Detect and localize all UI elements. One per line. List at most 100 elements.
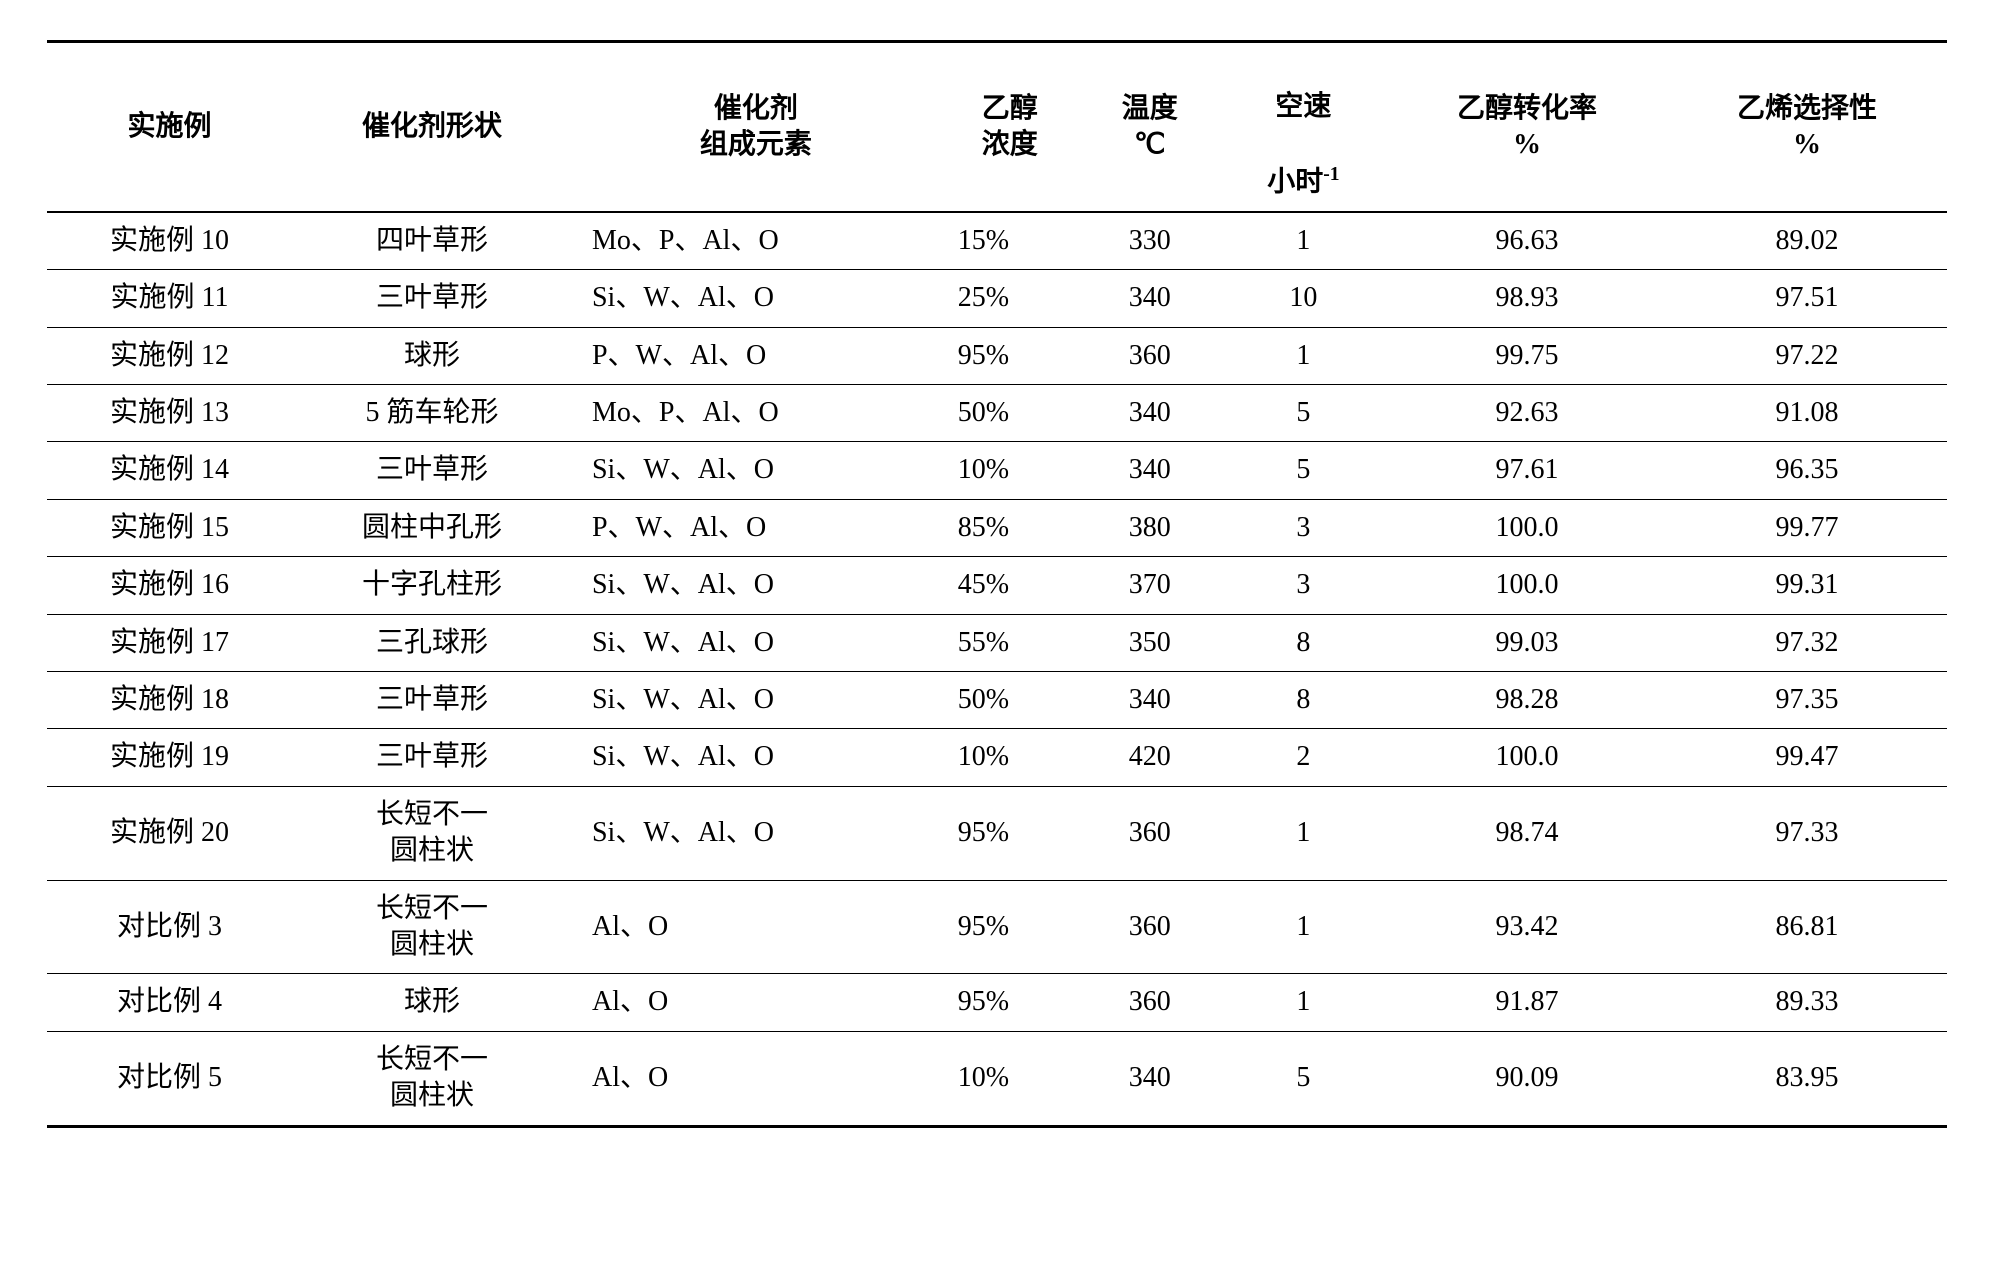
table-row: 实施例 20长短不一 圆柱状Si、W、Al、O95%360198.7497.33 [47,786,1947,880]
cell-shape: 球形 [292,974,572,1031]
table-row: 实施例 14三叶草形Si、W、Al、O10%340597.6196.35 [47,442,1947,499]
table-body: 实施例 10四叶草形Mo、P、Al、O15%330196.6389.02实施例 … [47,212,1947,1126]
table-row: 实施例 19三叶草形Si、W、Al、O10%4202100.099.47 [47,729,1947,786]
cell-temp: 330 [1080,212,1220,270]
cell-sv: 2 [1220,729,1387,786]
col-header-shape: 催化剂形状 [292,42,572,212]
cell-composition: Al、O [572,880,940,974]
table-row: 对比例 5长短不一 圆柱状Al、O10%340590.0983.95 [47,1031,1947,1126]
cell-shape: 三叶草形 [292,672,572,729]
cell-ethanol: 10% [940,442,1080,499]
cell-example: 对比例 3 [47,880,292,974]
cell-example: 实施例 11 [47,270,292,327]
col-header-sv: 空速 小时-1 [1220,42,1387,212]
cell-composition: P、W、Al、O [572,499,940,556]
col-header-example: 实施例 [47,42,292,212]
cell-shape: 长短不一 圆柱状 [292,1031,572,1126]
cell-sv: 8 [1220,614,1387,671]
cell-ethanol: 10% [940,729,1080,786]
cell-composition: Al、O [572,974,940,1031]
cell-composition: Mo、P、Al、O [572,212,940,270]
sv-line2-sup: -1 [1323,164,1339,185]
col-header-composition: 催化剂 组成元素 [572,42,940,212]
cell-ethanol: 10% [940,1031,1080,1126]
cell-composition: Si、W、Al、O [572,442,940,499]
cell-shape: 长短不一 圆柱状 [292,880,572,974]
cell-sv: 5 [1220,385,1387,442]
cell-example: 实施例 20 [47,786,292,880]
cell-composition: Si、W、Al、O [572,614,940,671]
cell-shape: 5 筋车轮形 [292,385,572,442]
cell-sel: 83.95 [1667,1031,1947,1126]
cell-conv: 100.0 [1387,557,1667,614]
sv-line1: 空速 [1275,91,1331,122]
col-header-conv: 乙醇转化率 % [1387,42,1667,212]
cell-conv: 97.61 [1387,442,1667,499]
cell-temp: 380 [1080,499,1220,556]
cell-sel: 97.51 [1667,270,1947,327]
cell-example: 对比例 4 [47,974,292,1031]
cell-composition: Si、W、Al、O [572,672,940,729]
cell-shape: 四叶草形 [292,212,572,270]
cell-sel: 97.33 [1667,786,1947,880]
cell-ethanol: 55% [940,614,1080,671]
table-row: 实施例 17三孔球形Si、W、Al、O55%350899.0397.32 [47,614,1947,671]
cell-sel: 91.08 [1667,385,1947,442]
cell-temp: 370 [1080,557,1220,614]
table-row: 对比例 4球形Al、O95%360191.8789.33 [47,974,1947,1031]
cell-temp: 420 [1080,729,1220,786]
cell-sel: 86.81 [1667,880,1947,974]
table-row: 实施例 10四叶草形Mo、P、Al、O15%330196.6389.02 [47,212,1947,270]
cell-sel: 97.32 [1667,614,1947,671]
cell-shape: 十字孔柱形 [292,557,572,614]
cell-composition: Si、W、Al、O [572,270,940,327]
cell-example: 实施例 12 [47,327,292,384]
cell-sv: 5 [1220,1031,1387,1126]
cell-example: 实施例 13 [47,385,292,442]
table-row: 实施例 18三叶草形Si、W、Al、O50%340898.2897.35 [47,672,1947,729]
cell-conv: 100.0 [1387,499,1667,556]
cell-sv: 1 [1220,880,1387,974]
sv-line2-prefix: 小时 [1267,167,1323,198]
cell-sel: 99.77 [1667,499,1947,556]
cell-ethanol: 95% [940,974,1080,1031]
col-header-sel: 乙烯选择性 % [1667,42,1947,212]
cell-shape: 长短不一 圆柱状 [292,786,572,880]
cell-temp: 340 [1080,1031,1220,1126]
cell-example: 实施例 15 [47,499,292,556]
cell-shape: 三叶草形 [292,270,572,327]
cell-composition: Si、W、Al、O [572,557,940,614]
cell-conv: 93.42 [1387,880,1667,974]
cell-example: 实施例 17 [47,614,292,671]
cell-sv: 3 [1220,557,1387,614]
cell-sel: 97.22 [1667,327,1947,384]
cell-example: 实施例 14 [47,442,292,499]
cell-shape: 三叶草形 [292,729,572,786]
cell-ethanol: 15% [940,212,1080,270]
cell-composition: Si、W、Al、O [572,786,940,880]
cell-sel: 96.35 [1667,442,1947,499]
cell-temp: 360 [1080,880,1220,974]
cell-conv: 98.28 [1387,672,1667,729]
cell-ethanol: 50% [940,385,1080,442]
cell-temp: 360 [1080,974,1220,1031]
cell-conv: 96.63 [1387,212,1667,270]
cell-temp: 360 [1080,327,1220,384]
cell-conv: 90.09 [1387,1031,1667,1126]
cell-shape: 球形 [292,327,572,384]
cell-composition: P、W、Al、O [572,327,940,384]
cell-sel: 89.33 [1667,974,1947,1031]
cell-sv: 1 [1220,327,1387,384]
cell-temp: 340 [1080,385,1220,442]
cell-sel: 89.02 [1667,212,1947,270]
cell-conv: 99.03 [1387,614,1667,671]
cell-sel: 99.31 [1667,557,1947,614]
table-row: 实施例 135 筋车轮形Mo、P、Al、O50%340592.6391.08 [47,385,1947,442]
col-header-ethanol: 乙醇 浓度 [940,42,1080,212]
cell-sv: 1 [1220,786,1387,880]
cell-example: 实施例 19 [47,729,292,786]
cell-sv: 8 [1220,672,1387,729]
cell-conv: 98.93 [1387,270,1667,327]
cell-temp: 340 [1080,442,1220,499]
cell-temp: 360 [1080,786,1220,880]
